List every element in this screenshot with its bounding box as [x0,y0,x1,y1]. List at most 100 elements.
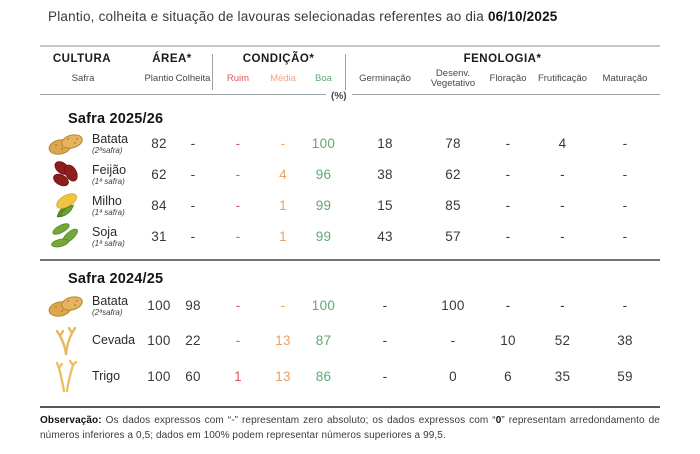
crop-variant: (2ªsafra) [92,145,123,155]
footnote-text-1: Os dados expressos com “-” representam z… [101,415,496,426]
footnote-divider [40,406,660,408]
cell-frutificacao: - [560,229,565,244]
cell-plantio: 100 [147,368,171,384]
beans-icon [45,159,87,191]
header-area: ÁREA* [152,53,192,65]
cell-frutificacao: 4 [558,136,567,151]
header-group-cultura: CULTURA Safra [40,51,144,91]
cell-colheita: - [190,167,196,182]
cell-ruim: - [235,298,241,313]
cell-floracao: - [505,198,511,213]
report-date: 06/10/2025 [487,9,558,24]
wheat-icon [45,359,87,393]
cell-plantio: 62 [151,167,167,182]
potato-icon [45,290,87,322]
cell-ruim: - [235,167,241,182]
cell-germinacao: 18 [377,136,393,151]
crop-row-feijao: Feijão (1ª safra) 62 - - 4 96 38 62 - - … [40,159,660,190]
crop-row-batata: Batata (2ªsafra) 82 - - - 100 18 78 - 4 … [40,128,660,159]
crop-row-batata: Batata (2ªsafra) 100 98 - - 100 - 100 - … [40,289,660,322]
cell-frutificacao: - [560,167,565,182]
cell-floracao: - [505,167,511,182]
cell-boa: 99 [315,229,332,244]
cell-floracao: - [505,298,511,313]
cell-boa: 100 [311,136,336,151]
crop-row-trigo: Trigo 100 60 1 13 86 - 0 6 35 59 [40,358,660,394]
cell-media: 13 [275,368,291,384]
header-group-fenologia: FENOLOGIA* Germinação Desenv. Vegetativo… [345,51,660,91]
cell-desenv-vegetativo: 0 [449,368,457,384]
subheader-germinacao: Germinação [359,73,411,84]
section-safra-2024-25: Safra 2024/25 Batata (2ªsafra) 100 98 - … [40,271,660,394]
crop-name-cell: Cevada [92,332,144,347]
cell-plantio: 82 [151,136,167,151]
section-safra-2025-26: Safra 2025/26 Batata (2ªsafra) 82 - - - … [40,111,660,252]
cell-germinacao: - [382,298,388,313]
crop-name: Milho [92,193,122,208]
section-title: Safra 2024/25 [68,271,164,287]
cell-media: - [280,298,286,313]
crop-row-cevada: Cevada 100 22 - 13 87 - - 10 52 38 [40,322,660,358]
cell-plantio: 84 [151,198,167,213]
subheader-plantio: Plantio [144,73,174,84]
cell-maturacao: - [622,298,628,313]
subheader-colheita: Colheita [175,73,211,84]
cell-frutificacao: 52 [554,332,571,348]
cell-desenv-vegetativo: 62 [445,167,461,182]
footnote: Observação: Os dados expressos com “-” r… [40,413,660,443]
header-group-condicao: CONDIÇÃO* Ruim Média Boa [212,51,345,91]
cell-germinacao: 43 [377,229,393,244]
cell-ruim: - [235,229,241,244]
header-cultura: CULTURA [52,53,112,65]
cell-desenv-vegetativo: 57 [445,229,461,244]
cell-media: 1 [279,198,287,213]
subheader-floracao: Floração [489,73,527,84]
cell-floracao: - [505,136,511,151]
cell-plantio: 100 [147,332,171,348]
cell-maturacao: - [622,136,628,151]
footnote-bold-zero: 0 [495,415,502,426]
header-condicao: CONDIÇÃO* [242,53,315,65]
crops-table: CULTURA Safra ÁREA* Plantio Colheita CON… [40,45,660,443]
cell-maturacao: 59 [617,368,633,384]
cell-colheita: 22 [185,332,201,348]
subheader-safra: Safra [71,73,95,84]
cell-floracao: 6 [504,368,512,384]
cell-ruim: - [235,198,241,213]
cell-desenv-vegetativo: - [450,332,456,348]
section-title: Safra 2025/26 [68,111,164,127]
crop-variant: (1ª safra) [92,207,125,217]
footnote-label: Observação: [40,415,102,426]
cell-plantio: 31 [151,229,167,244]
cell-maturacao: - [622,167,628,182]
crop-variant: (2ªsafra) [92,307,123,317]
crop-name-cell: Batata (2ªsafra) [92,294,144,317]
cell-frutificacao: - [560,298,565,313]
crop-name-cell: Feijão (1ª safra) [92,163,144,186]
cell-germinacao: 38 [377,167,393,182]
cell-colheita: 60 [185,368,201,384]
crop-row-soja: Soja (1ª safra) 31 - - 1 99 43 57 - - - [40,221,660,252]
crop-name-cell: Milho (1ª safra) [92,193,144,217]
cell-colheita: - [190,136,196,151]
cell-colheita: - [190,229,196,244]
header-fenologia: FENOLOGIA* [463,53,542,65]
header-group-area: ÁREA* Plantio Colheita [144,51,212,91]
cell-boa: 100 [311,298,336,313]
crop-name: Trigo [92,368,121,383]
potato-icon [45,128,87,160]
cell-boa: 96 [315,167,332,182]
corn-icon [45,190,87,222]
cell-desenv-vegetativo: 78 [445,136,461,151]
cell-media: 4 [279,167,287,182]
crop-name: Cevada [92,332,136,347]
soybean-icon [45,221,87,253]
subheader-boa: Boa [315,73,332,84]
cell-frutificacao: 35 [554,368,571,384]
cell-maturacao: - [622,198,628,213]
cell-boa: 87 [315,332,332,348]
crop-name-cell: Soja (1ª safra) [92,225,144,248]
cell-media: 13 [275,332,291,348]
crop-name-cell: Trigo [92,368,144,383]
